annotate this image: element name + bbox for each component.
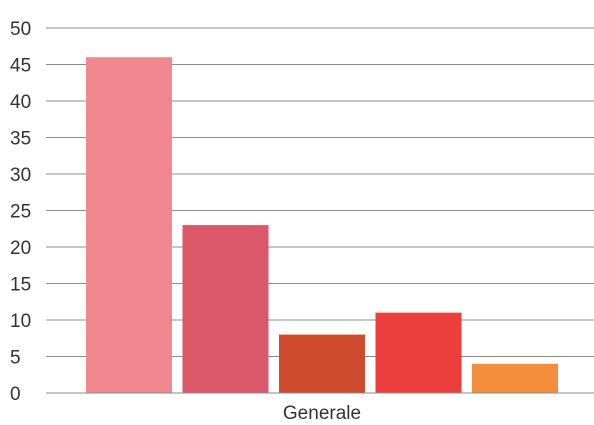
y-axis-tick-labels: 0 5 10 15 20 25 30 35 40 45 50 xyxy=(10,19,31,405)
y-tick-label: 35 xyxy=(10,129,31,150)
bar xyxy=(472,363,558,393)
y-tick-label: 45 xyxy=(10,56,31,77)
bar xyxy=(182,225,269,393)
y-tick-label: 25 xyxy=(10,202,31,223)
y-tick-label: 0 xyxy=(10,384,21,405)
x-axis-category-labels: Generale xyxy=(283,403,361,424)
x-category-label: Generale xyxy=(283,403,361,424)
y-tick-label: 10 xyxy=(10,311,31,332)
bars xyxy=(86,57,558,393)
bar xyxy=(86,57,172,393)
bar xyxy=(375,312,462,393)
y-tick-label: 5 xyxy=(10,348,21,369)
y-tick-label: 50 xyxy=(10,19,31,40)
y-tick-label: 20 xyxy=(10,238,31,259)
y-tick-label: 15 xyxy=(10,275,31,296)
y-tick-label: 40 xyxy=(10,92,31,113)
y-tick-label: 30 xyxy=(10,165,31,186)
bar xyxy=(279,334,365,393)
